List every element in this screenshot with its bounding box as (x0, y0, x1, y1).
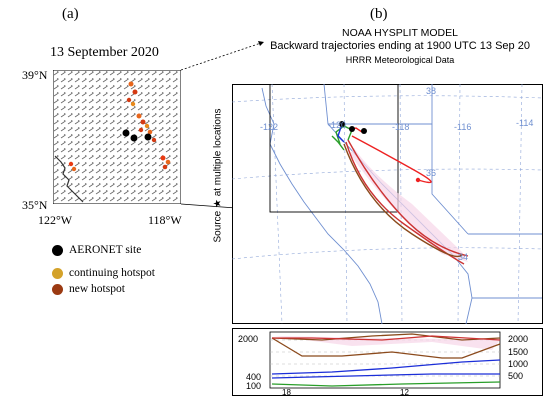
lat-top-label: 39°N (22, 68, 48, 82)
lon-left-label: 122°W (38, 213, 73, 227)
legend-label: new hotspot (69, 283, 125, 295)
map-graticule (232, 84, 543, 324)
lon-label-114: -114 (516, 118, 533, 128)
legend-item-continuing-hotspot: continuing hotspot (52, 265, 155, 281)
trajectory-lines (331, 123, 469, 265)
x-tick-18: 18 (282, 388, 291, 396)
lon-label-118: -118 (392, 122, 409, 132)
panel-b-label: (b) (370, 6, 388, 22)
trajectory-end-markers (339, 121, 421, 183)
lon-right-label: 118°W (148, 213, 182, 227)
legend-item-new-hotspot: new hotspot (52, 281, 155, 297)
hysplit-met-data: HRRR Meteorological Data (345, 55, 455, 65)
lat-label-36: 36 (426, 168, 436, 178)
altitude-right-ticks: 2000 1500 1000 500 (508, 334, 528, 381)
hysplit-subtitle: Backward trajectories ending at 1900 UTC… (270, 40, 530, 52)
map-coordinate-labels: 38 -122 -120 -118 -116 -114 36 34 (260, 86, 533, 262)
panel-a-label: (a) (62, 6, 79, 22)
lon-label-122: -122 (260, 122, 278, 132)
left-tick-2000: 2000 (238, 334, 258, 344)
hotspot-markers (68, 81, 171, 172)
right-tick-2000: 2000 (508, 334, 528, 344)
legend-label: continuing hotspot (69, 267, 155, 279)
left-tick-100: 100 (246, 381, 261, 391)
lat-label-38: 38 (426, 86, 436, 96)
panel-a-date: 13 September 2020 (50, 45, 159, 60)
lon-label-120: -120 (328, 120, 346, 130)
hysplit-title: NOAA HYSPLIT MODEL (342, 27, 458, 39)
legend-item-aeronet: AERONET site (52, 242, 155, 258)
right-tick-1500: 1500 (508, 347, 528, 357)
trajectory-map: 38 -122 -120 -118 -116 -114 36 34 (232, 84, 543, 324)
altitude-left-ticks: 2000 400 100 (238, 334, 261, 391)
right-tick-1000: 1000 (508, 359, 528, 369)
lon-label-116: -116 (454, 122, 471, 132)
lat-label-34: 34 (458, 252, 468, 262)
right-tick-500: 500 (508, 371, 523, 381)
altitude-x-ticks: 18 12 (282, 388, 409, 396)
aeronet-markers (122, 129, 152, 142)
wind-field-map (53, 70, 181, 204)
altitude-profile: 2000 400 100 2000 1500 1000 500 18 12 (232, 328, 543, 396)
aeronet-legend-marker (52, 244, 63, 256)
lat-bottom-label: 35°N (22, 198, 48, 212)
altitude-traces (271, 333, 501, 387)
x-tick-12: 12 (400, 388, 409, 396)
continuing-hotspot-legend-marker (52, 267, 63, 279)
legend: AERONET site continuing hotspot new hots… (52, 242, 155, 297)
source-location-label: Source ★ at multiple locations (212, 108, 224, 243)
new-hotspot-legend-marker (52, 283, 63, 295)
legend-label: AERONET site (69, 244, 142, 256)
left-tick-400: 400 (246, 372, 261, 382)
